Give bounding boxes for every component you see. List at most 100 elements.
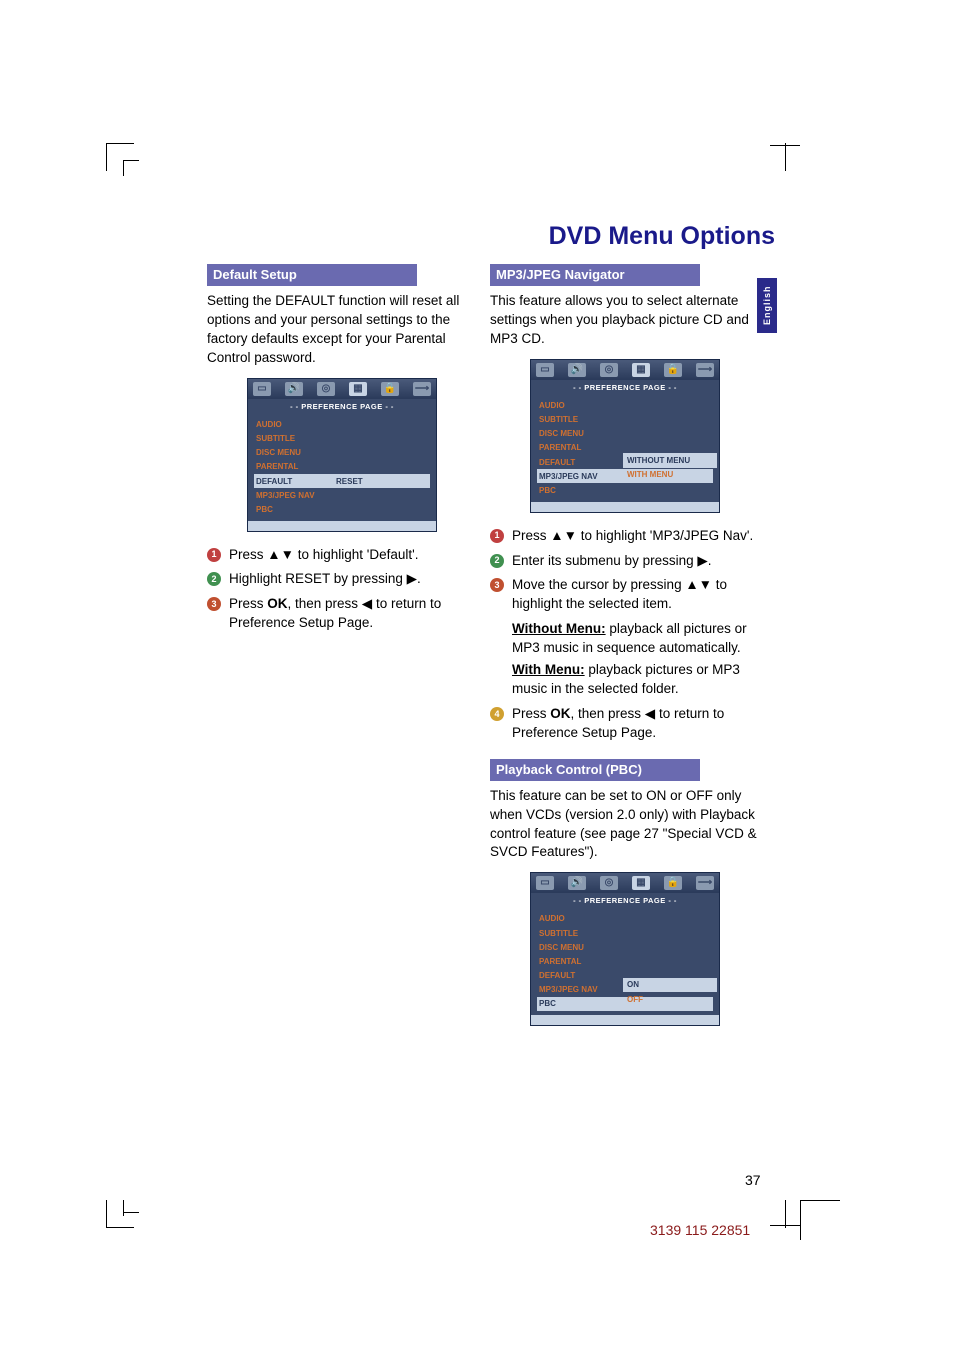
- osd-footer: [248, 521, 436, 531]
- disc-icon: ◎: [317, 382, 335, 396]
- lock-icon: 🔒: [664, 363, 682, 377]
- osd-item: PARENTAL: [254, 460, 430, 474]
- osd-body: AUDIO SUBTITLE DISC MENU PARENTAL DEFAUL…: [248, 415, 436, 520]
- osd-item-value: RESET: [336, 476, 363, 487]
- osd-icon-row: ▭ 🔊 ◎ ▦ 🔒 ⟶: [248, 379, 436, 399]
- osd-submenu-item: OFF: [623, 992, 717, 1006]
- speaker-icon: 🔊: [285, 382, 303, 396]
- mp3jpeg-intro: This feature allows you to select altern…: [490, 292, 760, 349]
- bullet-3-icon: 3: [490, 578, 504, 592]
- grid-icon: ▦: [632, 876, 650, 890]
- osd-icon-row: ▭ 🔊 ◎ ▦ 🔒 ⟶: [531, 360, 719, 380]
- osd-submenu-item: WITHOUT MENU: [623, 453, 717, 467]
- step-text: Press OK, then press ◀ to return to Pref…: [512, 705, 760, 743]
- text: Press: [512, 706, 550, 721]
- monitor-icon: ▭: [536, 876, 554, 890]
- osd-item-highlight: DEFAULT RESET: [254, 474, 430, 488]
- text-bold: OK: [550, 706, 570, 721]
- osd-default: ▭ 🔊 ◎ ▦ 🔒 ⟶ - - PREFERENCE PAGE - - AUDI…: [247, 378, 437, 532]
- osd-submenu-item: ON: [623, 978, 717, 992]
- step-3-with: With Menu: playback pictures or MP3 musi…: [512, 661, 760, 699]
- grid-icon: ▦: [349, 382, 367, 396]
- section-heading-mp3jpeg: MP3/JPEG Navigator: [490, 264, 700, 286]
- footer-code: 3139 115 22851: [650, 1222, 750, 1238]
- with-menu-label: With Menu:: [512, 662, 585, 677]
- exit-icon: ⟶: [696, 876, 714, 890]
- section-heading-default: Default Setup: [207, 264, 417, 286]
- crop-mark: [123, 160, 128, 176]
- osd-footer: [531, 502, 719, 512]
- osd-item: DISC MENU: [254, 446, 430, 460]
- disc-icon: ◎: [600, 876, 618, 890]
- osd-footer: [531, 1015, 719, 1025]
- step-4: 4 Press OK, then press ◀ to return to Pr…: [490, 705, 760, 743]
- text: Press: [229, 596, 267, 611]
- step-text: Press OK, then press ◀ to return to Pref…: [229, 595, 477, 633]
- osd-icon-row: ▭ 🔊 ◎ ▦ 🔒 ⟶: [531, 873, 719, 893]
- bullet-2-icon: 2: [490, 554, 504, 568]
- monitor-icon: ▭: [536, 363, 554, 377]
- left-column: Default Setup Setting the DEFAULT functi…: [207, 264, 477, 639]
- step-3-without: Without Menu: playback all pictures or M…: [512, 620, 760, 658]
- default-intro: Setting the DEFAULT function will reset …: [207, 292, 477, 368]
- osd-item-label: MP3/JPEG NAV: [539, 471, 619, 482]
- osd-item: PBC: [254, 502, 430, 516]
- osd-item: PBC: [537, 483, 713, 497]
- section-heading-pbc: Playback Control (PBC): [490, 759, 700, 781]
- osd-header: - - PREFERENCE PAGE - -: [531, 893, 719, 910]
- pbc-intro: This feature can be set to ON or OFF onl…: [490, 787, 760, 863]
- step-2: 2 Enter its submenu by pressing ▶.: [490, 552, 760, 571]
- osd-item-label: PBC: [539, 998, 619, 1009]
- lock-icon: 🔒: [664, 876, 682, 890]
- osd-body: AUDIO SUBTITLE DISC MENU PARENTAL DEFAUL…: [531, 910, 719, 1015]
- osd-submenu: WITHOUT MENU WITH MENU: [623, 453, 717, 481]
- osd-submenu: ON OFF: [623, 978, 717, 1006]
- step-text: Move the cursor by pressing ▲▼ to highli…: [512, 576, 760, 614]
- exit-icon: ⟶: [696, 363, 714, 377]
- osd-submenu-item: WITH MENU: [623, 468, 717, 482]
- monitor-icon: ▭: [253, 382, 271, 396]
- crop-mark: [123, 1200, 128, 1216]
- osd-item: SUBTITLE: [537, 926, 713, 940]
- step-1: 1 Press ▲▼ to highlight 'Default'.: [207, 546, 477, 565]
- crop-mark: [785, 1200, 790, 1228]
- osd-body: AUDIO SUBTITLE DISC MENU PARENTAL DEFAUL…: [531, 396, 719, 501]
- osd-item-label: DEFAULT: [256, 476, 336, 487]
- osd-pbc: ▭ 🔊 ◎ ▦ 🔒 ⟶ - - PREFERENCE PAGE - - AUDI…: [530, 872, 720, 1026]
- step-2: 2 Highlight RESET by pressing ▶.: [207, 570, 477, 589]
- step-text: Enter its submenu by pressing ▶.: [512, 552, 760, 571]
- crop-mark: [800, 1200, 840, 1240]
- lock-icon: 🔒: [381, 382, 399, 396]
- step-text: Highlight RESET by pressing ▶.: [229, 570, 477, 589]
- step-3: 3 Press OK, then press ◀ to return to Pr…: [207, 595, 477, 633]
- language-tab: English: [757, 278, 777, 333]
- step-3: 3 Move the cursor by pressing ▲▼ to high…: [490, 576, 760, 614]
- page-title: DVD Menu Options: [455, 222, 775, 251]
- page-number: 37: [745, 1172, 761, 1188]
- osd-header: - - PREFERENCE PAGE - -: [531, 380, 719, 397]
- crop-mark: [770, 130, 800, 146]
- osd-item: AUDIO: [537, 398, 713, 412]
- osd-header: - - PREFERENCE PAGE - -: [248, 399, 436, 416]
- bullet-1-icon: 1: [207, 548, 221, 562]
- step-text: Press ▲▼ to highlight 'Default'.: [229, 546, 477, 565]
- osd-item: AUDIO: [254, 417, 430, 431]
- crop-mark: [106, 143, 134, 171]
- osd-item: DISC MENU: [537, 940, 713, 954]
- osd-item: SUBTITLE: [537, 413, 713, 427]
- exit-icon: ⟶: [413, 382, 431, 396]
- step-1: 1 Press ▲▼ to highlight 'MP3/JPEG Nav'.: [490, 527, 760, 546]
- right-column: MP3/JPEG Navigator This feature allows y…: [490, 264, 760, 1040]
- step-text: Press ▲▼ to highlight 'MP3/JPEG Nav'.: [512, 527, 760, 546]
- bullet-3-icon: 3: [207, 597, 221, 611]
- osd-item: PARENTAL: [537, 954, 713, 968]
- osd-mp3jpeg: ▭ 🔊 ◎ ▦ 🔒 ⟶ - - PREFERENCE PAGE - - AUDI…: [530, 359, 720, 513]
- speaker-icon: 🔊: [568, 876, 586, 890]
- speaker-icon: 🔊: [568, 363, 586, 377]
- crop-mark: [785, 143, 790, 171]
- crop-mark: [770, 1225, 800, 1230]
- osd-item: AUDIO: [537, 912, 713, 926]
- bullet-2-icon: 2: [207, 572, 221, 586]
- grid-icon: ▦: [632, 363, 650, 377]
- disc-icon: ◎: [600, 363, 618, 377]
